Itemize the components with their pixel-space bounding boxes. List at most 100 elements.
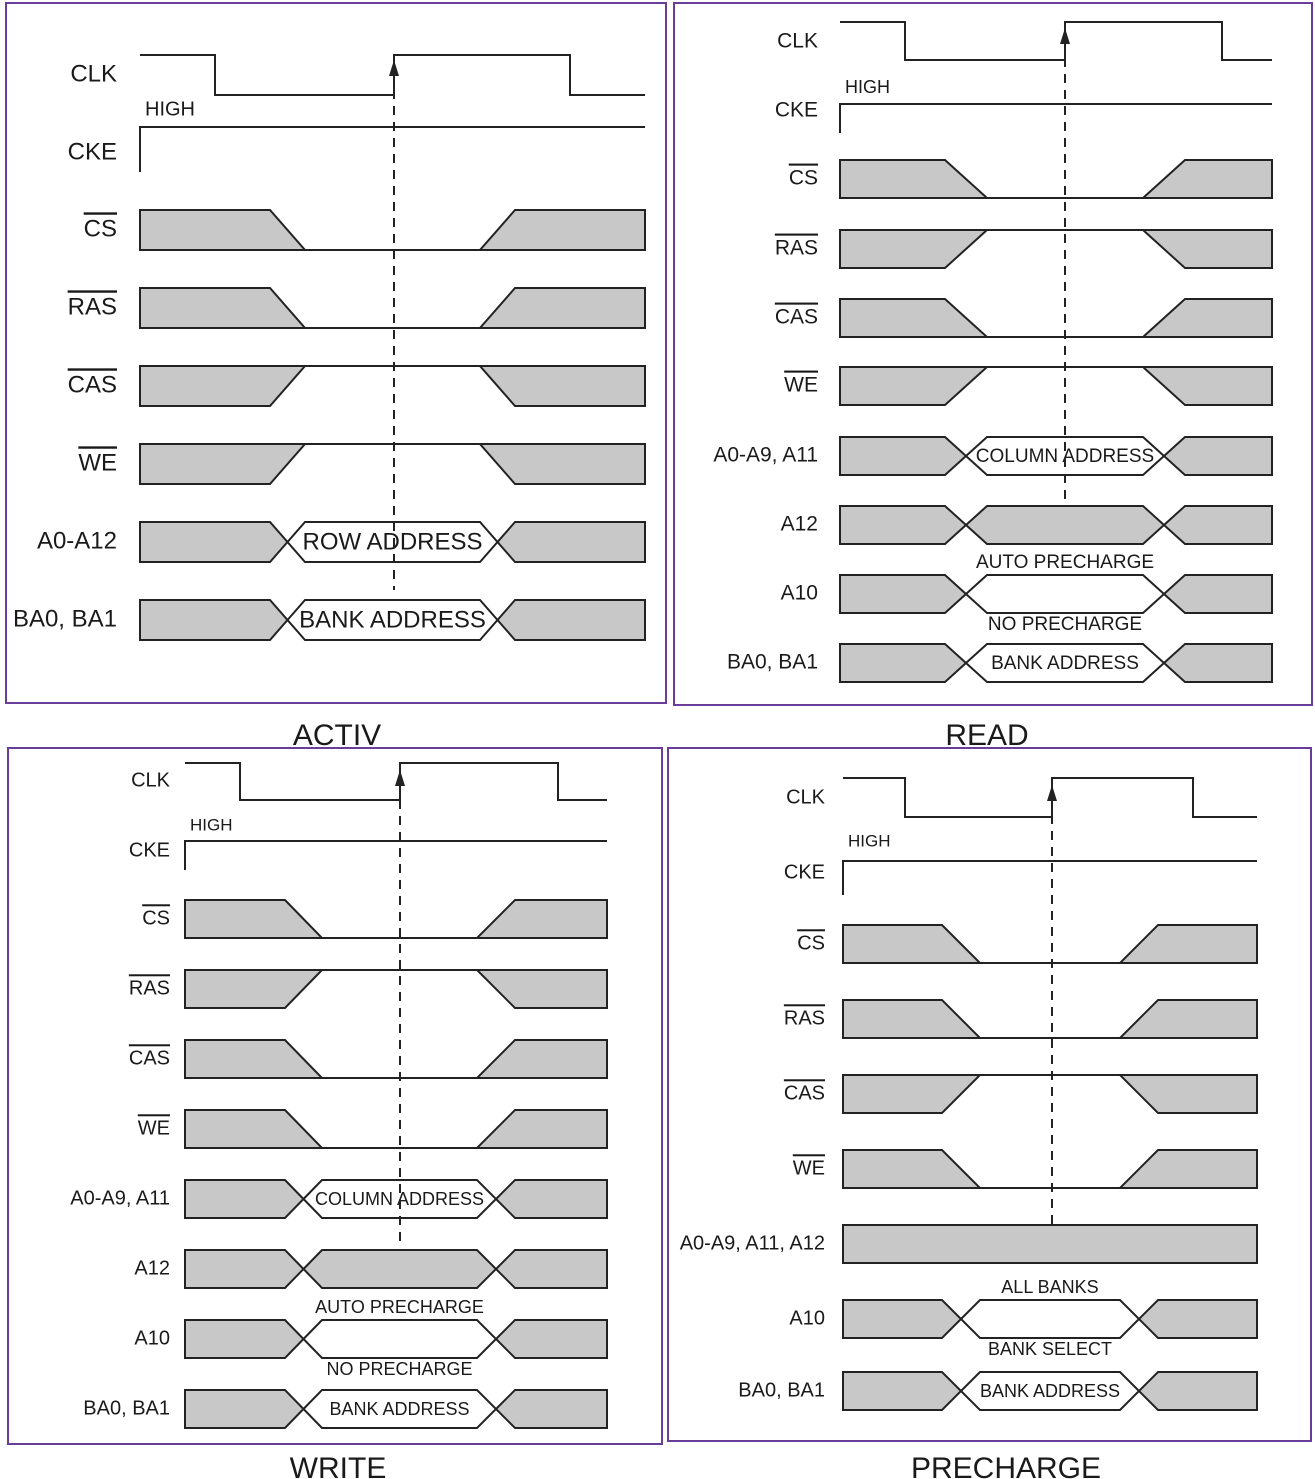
cke-label: CKE [784, 861, 825, 883]
dont-care-region-left [184, 1249, 305, 1289]
signal-row: CAS [775, 298, 1273, 338]
valid-bus-region [286, 599, 499, 641]
cke-label: CKE [775, 99, 818, 122]
high-state-region-left [842, 924, 983, 964]
high-state-region-left [184, 1039, 325, 1079]
state-region-right [477, 365, 646, 407]
high-state-region-left [839, 298, 990, 338]
signal-row: A10 AUTO PRECHARGE NO PRECHARGE [134, 1297, 608, 1379]
dont-care-region-left [839, 643, 968, 683]
dont-care-region-right [1137, 1371, 1258, 1411]
panel-precharge: PRECHARGE CLK CKE HIGH CS RAS CAS WE A0-A9, A11,… [667, 747, 1312, 1479]
state-region-right [477, 443, 646, 485]
bus-top-annotation: ALL BANKS [1001, 1277, 1098, 1297]
valid-bus-region [302, 1179, 498, 1219]
panel-frame [667, 747, 1312, 1442]
state-region-left [842, 1074, 983, 1114]
active-low-signal-label: CAS [775, 306, 818, 329]
dont-care-region-left [839, 505, 968, 545]
dont-care-region-right [1162, 643, 1273, 683]
bus-value-text: ROW ADDRESS [302, 528, 482, 555]
state-region-right [1140, 229, 1273, 269]
signal-row: BA0, BA1 BANK ADDRESS [738, 1371, 1258, 1411]
active-low-signal-label: CAS [129, 1047, 170, 1069]
dont-care-region-right [1162, 436, 1273, 476]
high-state-region-right [1117, 924, 1258, 964]
signal-label: A0-A9, A11 [70, 1187, 170, 1209]
active-low-signal-label: RAS [129, 977, 170, 999]
clock-edge-arrow-icon [1047, 785, 1057, 801]
panel-read: READ CLK CKE HIGH CS RAS CAS WE A0-A9, A11 COLUMN… [673, 2, 1313, 752]
valid-bus-region [959, 1371, 1141, 1411]
signal-row: A10 ALL BANKS BANK SELECT [789, 1277, 1258, 1359]
signal-row: WE [784, 366, 1273, 406]
signal-row: BA0, BA1 BANK ADDRESS [13, 599, 646, 641]
high-state-region-right [477, 209, 646, 251]
signal-row: CAS [784, 1074, 1258, 1114]
signal-row: CAS [129, 1039, 608, 1079]
clock-edge-arrow-icon [1060, 28, 1070, 44]
signal-row: WE [78, 443, 646, 485]
signal-row: BA0, BA1 BANK ADDRESS [83, 1389, 608, 1429]
dont-care-region-right [496, 521, 646, 563]
cke-waveform [839, 103, 1272, 133]
signal-row: CS [797, 924, 1258, 964]
valid-bus-region [964, 574, 1166, 614]
panel-frame [5, 2, 667, 704]
dont-care-region [842, 1224, 1258, 1264]
clk-waveform [840, 21, 1272, 61]
valid-bus-region [302, 1389, 498, 1429]
panel-caption: ACTIV [293, 719, 381, 752]
signal-row: A12 [134, 1249, 608, 1289]
active-low-signal-label: WE [793, 1157, 825, 1179]
panel-caption: WRITE [290, 1452, 387, 1479]
bus-top-annotation: AUTO PRECHARGE [315, 1297, 484, 1317]
signal-row: BA0, BA1 BANK ADDRESS [727, 643, 1273, 683]
cke-waveform [139, 126, 645, 172]
state-region-left [839, 366, 990, 406]
cke-waveform [184, 840, 607, 870]
state-region-right [1117, 1074, 1258, 1114]
dont-care-region-right [494, 1179, 608, 1219]
state-region-left [184, 969, 325, 1009]
signal-label: A12 [134, 1257, 170, 1279]
bus-bottom-annotation: BANK SELECT [988, 1339, 1112, 1359]
bus-bottom-annotation: NO PRECHARGE [988, 614, 1142, 635]
clock-edge-arrow-icon [395, 770, 405, 786]
signal-row: A0-A9, A11 COLUMN ADDRESS [713, 436, 1273, 476]
high-state-region-right [1117, 1149, 1258, 1189]
signal-row: WE [138, 1109, 608, 1149]
dont-care-region-left [139, 521, 289, 563]
clk-label: CLK [786, 786, 826, 808]
state-region-right [1140, 366, 1273, 406]
panel-frame [673, 2, 1313, 706]
signal-row: CS [142, 899, 608, 939]
signal-row: A10 AUTO PRECHARGE NO PRECHARGE [781, 552, 1273, 635]
active-low-signal-label: RAS [784, 1007, 825, 1029]
active-low-signal-label: WE [138, 1117, 170, 1139]
cke-high-label: HIGH [145, 98, 195, 120]
high-state-region-left [184, 1109, 325, 1149]
signal-label: BA0, BA1 [83, 1397, 170, 1419]
high-state-region-right [474, 899, 608, 939]
bus-value-text: BANK ADDRESS [991, 653, 1139, 674]
signal-label: A0-A9, A11 [713, 444, 818, 467]
valid-bus-region [302, 1249, 498, 1289]
dont-care-region-left [842, 1299, 963, 1339]
dont-care-region-left [184, 1179, 305, 1219]
signal-row: A12 [781, 505, 1273, 545]
dont-care-region-right [1137, 1299, 1258, 1339]
clock-edge-arrow-icon [389, 60, 399, 76]
signal-row: CAS [68, 365, 646, 407]
dont-care-region-left [139, 599, 289, 641]
signal-label: A10 [134, 1327, 170, 1349]
clk-label: CLK [777, 30, 818, 53]
dont-care-region-left [184, 1319, 305, 1359]
high-state-region-left [184, 899, 325, 939]
dont-care-region-left [842, 1371, 963, 1411]
clk-label: CLK [70, 60, 117, 87]
valid-bus-region [286, 521, 499, 563]
bus-value-text: COLUMN ADDRESS [315, 1189, 484, 1209]
valid-bus-region [964, 505, 1166, 545]
